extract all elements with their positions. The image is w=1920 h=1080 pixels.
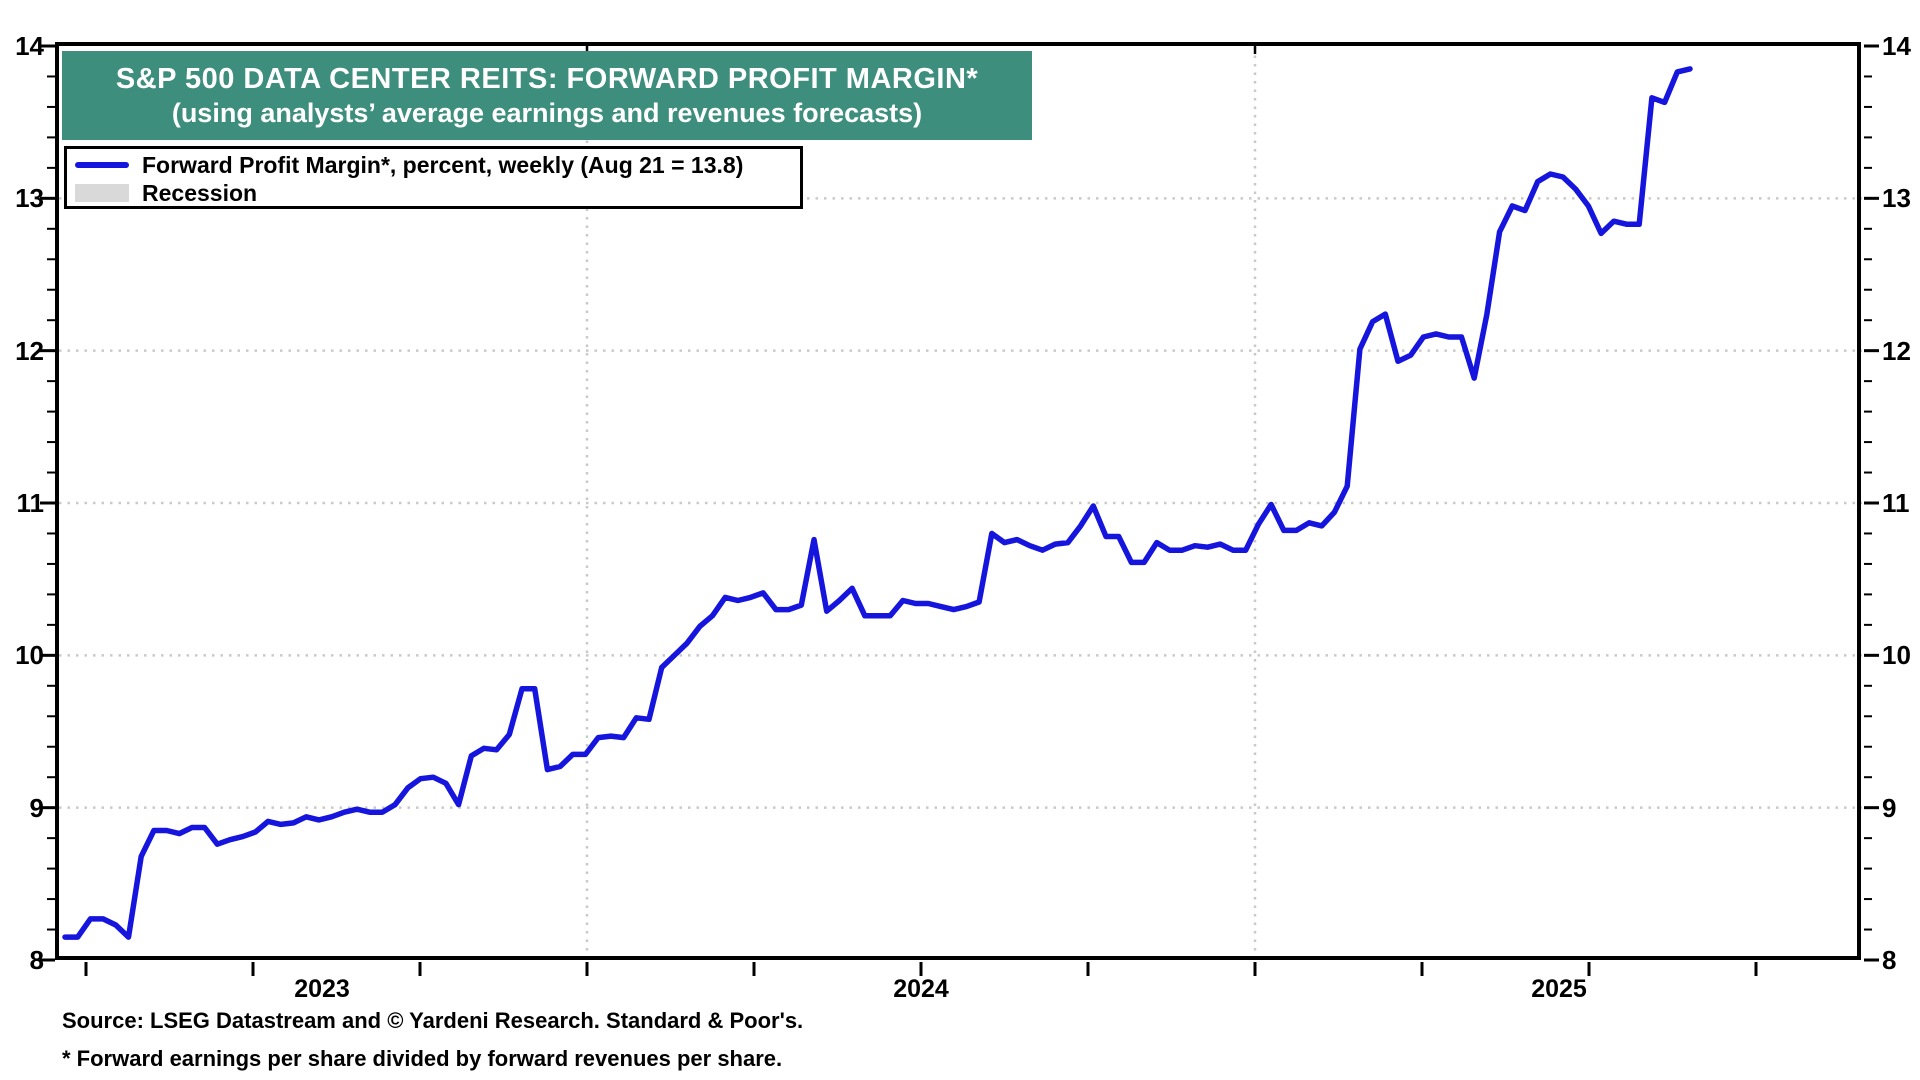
y-tick-label-right: 13 (1882, 183, 1911, 214)
x-year-label: 2023 (294, 975, 350, 1003)
x-year-label: 2024 (893, 975, 949, 1003)
chart-title: S&P 500 DATA CENTER REITS: FORWARD PROFI… (115, 62, 979, 95)
recession-swatch (75, 184, 129, 202)
y-tick-label-right: 12 (1882, 335, 1911, 366)
series-line-swatch (75, 162, 129, 168)
recession-legend-label: Recession (142, 179, 258, 206)
y-tick-label-left: 9 (29, 792, 44, 823)
x-year-label: 2025 (1531, 975, 1587, 1003)
y-tick-label-right: 10 (1882, 640, 1911, 671)
y-tick-label-left: 11 (16, 488, 45, 518)
y-tick-label-right: 8 (1882, 945, 1897, 975)
source-text: Source: LSEG Datastream and © Yardeni Re… (62, 1008, 804, 1033)
series-legend-label: Forward Profit Margin*, percent, weekly … (142, 151, 744, 178)
legend-row-series: Forward Profit Margin*, percent, weekly … (75, 152, 800, 179)
y-tick-label-left: 8 (29, 945, 44, 975)
chart-title-box: S&P 500 DATA CENTER REITS: FORWARD PROFI… (62, 51, 1032, 140)
y-tick-label-right: 14 (1882, 31, 1911, 61)
legend-box: Forward Profit Margin*, percent, weekly … (64, 146, 803, 209)
y-tick-label-left: 12 (15, 335, 44, 366)
y-tick-label-left: 13 (15, 183, 44, 214)
y-tick-label-left: 14 (15, 31, 44, 61)
legend-row-recession: Recession (75, 180, 800, 207)
footnote-text: * Forward earnings per share divided by … (62, 1046, 783, 1071)
y-tick-label-right: 9 (1882, 792, 1897, 823)
y-tick-label-left: 10 (15, 640, 44, 671)
chart-subtitle: (using analysts’ average earnings and re… (171, 97, 923, 128)
y-tick-label-right: 11 (1882, 488, 1910, 518)
